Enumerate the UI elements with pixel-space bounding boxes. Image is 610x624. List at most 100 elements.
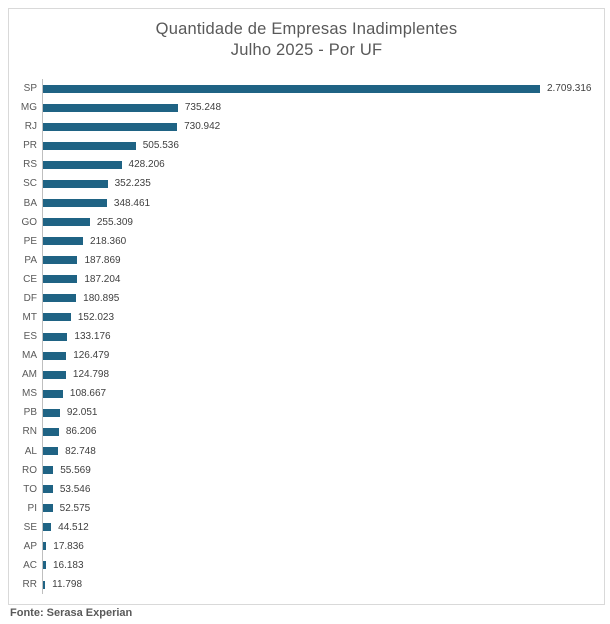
bar-es (43, 332, 68, 341)
bar-row-ba: BA 348.461 (9, 193, 604, 213)
bar-mt (43, 313, 71, 322)
bar-cell-pa: 187.869 (42, 250, 604, 270)
bar-rr (43, 580, 46, 589)
category-label-sc: SC (23, 178, 37, 190)
value-label-df: 180.895 (83, 292, 120, 304)
bar-row-sc: SC 352.235 (9, 174, 604, 194)
bar-cell-mt: 152.023 (42, 307, 604, 328)
bar-cell-am: 124.798 (42, 365, 604, 385)
category-label-rn: RN (22, 426, 37, 438)
bar-row-es: ES 133.176 (9, 327, 604, 347)
value-label-pi: 52.575 (59, 502, 91, 514)
bar-cell-ma: 126.479 (42, 346, 604, 366)
bar-ro (43, 466, 54, 475)
bar-pe (43, 237, 84, 246)
value-label-to: 53.546 (59, 483, 91, 495)
bar-cell-rn: 86.206 (42, 422, 604, 442)
category-label-ce: CE (23, 273, 37, 285)
bar-cell-ap: 17.836 (42, 536, 604, 556)
value-label-sp: 2.709.316 (547, 83, 592, 95)
bar-row-ma: MA 126.479 (9, 346, 604, 366)
category-label-ms: MS (22, 388, 37, 400)
bar-cell-al: 82.748 (42, 441, 604, 461)
value-label-go: 255.309 (96, 216, 133, 228)
bar-al (43, 447, 59, 456)
bar-row-rs: RS 428.206 (9, 155, 604, 175)
value-label-am: 124.798 (72, 369, 110, 381)
category-label-pr: PR (23, 140, 37, 152)
bar-row-mg: MG 735.248 (9, 98, 604, 118)
value-label-sc: 352.235 (114, 178, 151, 190)
category-label-am: AM (22, 369, 37, 381)
bar-cell-pb: 92.051 (42, 403, 604, 423)
bar-ce (43, 275, 78, 284)
bar-cell-to: 53.546 (42, 479, 604, 499)
bar-row-am: AM 124.798 (9, 365, 604, 385)
bar-row-to: TO 53.546 (9, 479, 604, 499)
bar-pi (43, 504, 53, 513)
bar-cell-sc: 352.235 (42, 174, 604, 194)
value-label-pb: 92.051 (66, 407, 98, 419)
bar-cell-rs: 428.206 (42, 155, 604, 175)
bar-pb (43, 408, 60, 417)
category-label-ro: RO (22, 464, 37, 476)
bar-cell-go: 255.309 (42, 212, 604, 232)
bar-cell-ba: 348.461 (42, 193, 604, 213)
bar-cell-ac: 16.183 (42, 555, 604, 576)
category-label-pe: PE (23, 235, 37, 247)
bar-row-ce: CE 187.204 (9, 269, 604, 289)
bar-cell-pr: 505.536 (42, 136, 604, 156)
bar-row-pi: PI 52.575 (9, 498, 604, 518)
value-label-pe: 218.360 (90, 235, 127, 247)
value-label-pa: 187.869 (84, 254, 121, 266)
bar-cell-ro: 55.569 (42, 460, 604, 480)
value-label-ma: 126.479 (73, 350, 110, 362)
bar-row-pe: PE 218.360 (9, 231, 604, 251)
bar-row-sp: SP 2.709.316 (9, 79, 604, 99)
value-label-rj: 730.942 (184, 121, 221, 133)
source-note: Fonte: Serasa Experian (10, 607, 133, 619)
value-label-ap: 17.836 (53, 540, 84, 552)
bar-am (43, 370, 66, 379)
category-label-pa: PA (24, 254, 37, 266)
bar-rj (43, 122, 178, 131)
value-label-se: 44.512 (58, 521, 89, 533)
bar-cell-sp: 2.709.316 (42, 79, 604, 99)
bar-sc (43, 179, 108, 188)
category-label-to: TO (23, 483, 37, 495)
value-label-ms: 108.667 (69, 388, 107, 400)
category-label-mg: MG (20, 102, 37, 114)
value-label-ac: 16.183 (52, 559, 84, 571)
category-label-go: GO (21, 216, 37, 228)
bar-cell-pi: 52.575 (42, 498, 604, 518)
bar-df (43, 294, 77, 303)
bar-row-al: AL 82.748 (9, 441, 604, 461)
bar-pr (43, 141, 136, 150)
category-label-pi: PI (27, 502, 37, 514)
value-label-mt: 152.023 (77, 311, 115, 323)
bar-row-ap: AP 17.836 (9, 536, 604, 556)
bar-ap (43, 542, 47, 551)
category-label-rr: RR (22, 579, 37, 591)
bar-cell-ms: 108.667 (42, 384, 604, 404)
bar-mg (43, 103, 178, 112)
bar-row-rr: RR 11.798 (9, 575, 604, 595)
value-label-rr: 11.798 (52, 579, 82, 591)
bar-row-pa: PA 187.869 (9, 250, 604, 270)
bar-to (43, 485, 53, 494)
bar-cell-se: 44.512 (42, 517, 604, 537)
value-label-pr: 505.536 (142, 140, 179, 152)
bar-cell-es: 133.176 (42, 327, 604, 347)
bar-row-pr: PR 505.536 (9, 136, 604, 156)
bar-go (43, 218, 90, 227)
bar-row-df: DF 180.895 (9, 288, 604, 308)
bar-chart-plot-area: SP 2.709.316 MG 735.248 RJ 730.942 PR 505.536 RS… (9, 79, 604, 595)
value-label-ba: 348.461 (113, 197, 151, 209)
category-label-mt: MT (22, 311, 37, 323)
value-label-ro: 55.569 (60, 464, 91, 476)
value-label-es: 133.176 (74, 331, 111, 343)
bar-cell-pe: 218.360 (42, 231, 604, 251)
bar-rs (43, 160, 122, 169)
bar-ms (43, 389, 63, 398)
value-label-ce: 187.204 (84, 273, 121, 285)
